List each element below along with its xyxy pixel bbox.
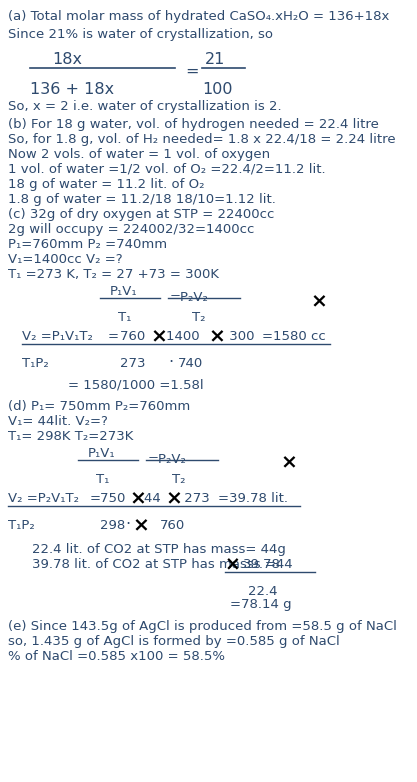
Text: 21: 21 [205,52,225,67]
Text: 273: 273 [180,492,210,505]
Text: ×: × [132,516,149,535]
Text: 136 + 18x: 136 + 18x [30,82,114,97]
Text: =39.78 lit.: =39.78 lit. [218,492,288,505]
Text: (d) P₁= 750mm P₂=760mm: (d) P₁= 750mm P₂=760mm [8,400,190,413]
Text: 1.8 g of water = 11.2/18 18/10=1.12 lit.: 1.8 g of water = 11.2/18 18/10=1.12 lit. [8,193,276,206]
Text: V₂ =P₂V₁T₂: V₂ =P₂V₁T₂ [8,492,79,505]
Text: 18x: 18x [52,52,82,67]
Text: V₁=1400cc V₂ =?: V₁=1400cc V₂ =? [8,253,123,266]
Text: 18 g of water = 11.2 lit. of O₂: 18 g of water = 11.2 lit. of O₂ [8,178,204,191]
Text: 300: 300 [225,330,254,343]
Text: ×: × [310,292,327,311]
Text: 44: 44 [144,492,165,505]
Text: V₂ =P₁V₁T₂: V₂ =P₁V₁T₂ [22,330,93,343]
Text: .: . [168,350,173,365]
Text: = 1580/1000 =1.58l: = 1580/1000 =1.58l [68,378,203,391]
Text: 760: 760 [160,519,185,532]
Text: T₁= 298K T₂=273K: T₁= 298K T₂=273K [8,430,133,443]
Text: =1580 cc: =1580 cc [262,330,326,343]
Text: 1400: 1400 [166,330,204,343]
Text: =: = [108,330,119,343]
Text: T₂: T₂ [172,473,186,486]
Text: T₂: T₂ [192,311,206,324]
Text: Since 21% is water of crystallization, so: Since 21% is water of crystallization, s… [8,28,273,41]
Text: T₁ =273 K, T₂ = 27 +73 = 300K: T₁ =273 K, T₂ = 27 +73 = 300K [8,268,219,281]
Text: V₁= 44lit. V₂=?: V₁= 44lit. V₂=? [8,415,108,428]
Text: =78.14 g: =78.14 g [230,598,291,611]
Text: Now 2 vols. of water = 1 vol. of oxygen: Now 2 vols. of water = 1 vol. of oxygen [8,148,270,161]
Text: ×: × [225,555,241,574]
Text: 760: 760 [120,330,150,343]
Text: T₁P₂: T₁P₂ [22,357,49,370]
Text: T₁P₂: T₁P₂ [8,519,35,532]
Text: % of NaCl =0.585 x100 = 58.5%: % of NaCl =0.585 x100 = 58.5% [8,650,225,663]
Text: So, x = 2 i.e. water of crystallization is 2.: So, x = 2 i.e. water of crystallization … [8,100,281,113]
Text: 750: 750 [100,492,130,505]
Text: (a) Total molar mass of hydrated CaSO₄.xH₂O = 136+18x: (a) Total molar mass of hydrated CaSO₄.x… [8,10,389,23]
Text: P₁V₁: P₁V₁ [110,285,138,298]
Text: 100: 100 [202,82,233,97]
Text: (b) For 18 g water, vol. of hydrogen needed = 22.4 litre: (b) For 18 g water, vol. of hydrogen nee… [8,118,379,131]
Text: ×: × [280,453,297,472]
Text: (c) 32g of dry oxygen at STP = 22400cc: (c) 32g of dry oxygen at STP = 22400cc [8,208,274,221]
Text: =: = [185,64,198,79]
Text: 39.78: 39.78 [243,558,281,571]
Text: =P₂V₂: =P₂V₂ [170,291,209,304]
Text: 39.78 lit. of CO2 at STP has masss =44: 39.78 lit. of CO2 at STP has masss =44 [32,558,293,571]
Text: .: . [125,512,130,527]
Text: ×: × [129,489,146,508]
Text: T₁: T₁ [96,473,109,486]
Text: 2g will occupy = 224002/32=1400cc: 2g will occupy = 224002/32=1400cc [8,223,254,236]
Text: =P₂V₂: =P₂V₂ [148,453,187,466]
Text: So, for 1.8 g, vol. of H₂ needed= 1.8 x 22.4/18 = 2.24 litre: So, for 1.8 g, vol. of H₂ needed= 1.8 x … [8,133,396,146]
Text: 740: 740 [178,357,203,370]
Text: P₁V₁: P₁V₁ [88,447,116,460]
Text: T₁: T₁ [118,311,131,324]
Text: 22.4 lit. of CO2 at STP has mass= 44g: 22.4 lit. of CO2 at STP has mass= 44g [32,543,286,556]
Text: 1 vol. of water =1/2 vol. of O₂ =22.4/2=11.2 lit.: 1 vol. of water =1/2 vol. of O₂ =22.4/2=… [8,163,326,176]
Text: 273: 273 [120,357,146,370]
Text: ×: × [150,327,167,346]
Text: =: = [90,492,101,505]
Text: (e) Since 143.5g of AgCl is produced from =58.5 g of NaCl: (e) Since 143.5g of AgCl is produced fro… [8,620,397,633]
Text: so, 1.435 g of AgCl is formed by =0.585 g of NaCl: so, 1.435 g of AgCl is formed by =0.585 … [8,635,340,648]
Text: ×: × [208,327,225,346]
Text: P₁=760mm P₂ =740mm: P₁=760mm P₂ =740mm [8,238,167,251]
Text: 298: 298 [100,519,125,532]
Text: ×: × [165,489,182,508]
Text: 22.4: 22.4 [248,585,277,598]
